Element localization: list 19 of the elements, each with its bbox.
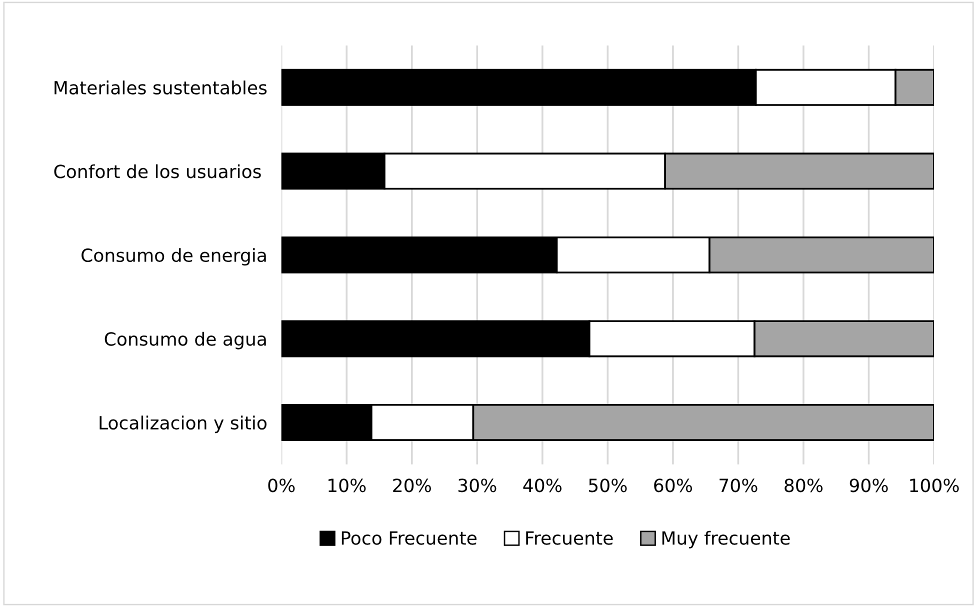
legend-label: Poco Frecuente — [342, 531, 476, 545]
y-tick-label: Localizacion y sitio — [100, 416, 266, 434]
x-tick-label: 20% — [393, 478, 431, 492]
y-tick-label: Confort de los usuarios — [54, 164, 261, 178]
x-tick-label: 90% — [850, 478, 888, 492]
y-tick-label: Consumo de agua — [104, 332, 266, 350]
x-tick-label: 50% — [589, 478, 627, 492]
x-tick-label: 60% — [654, 478, 692, 492]
x-tick-label: 100% — [910, 478, 959, 492]
y-tick-label: Consumo de energia — [82, 248, 266, 266]
x-tick-label: 10% — [328, 478, 366, 492]
y-tick-label: Materiales sustentables — [54, 80, 267, 95]
legend-label: Muy frecuente — [662, 530, 790, 548]
x-tick-label: 70% — [720, 478, 758, 492]
legend-label: Frecuente — [526, 531, 613, 545]
x-tick-label: 80% — [784, 478, 823, 492]
x-tick-label: 40% — [523, 478, 562, 492]
x-tick-label: 0% — [268, 478, 295, 492]
x-tick-label: 30% — [458, 478, 496, 492]
